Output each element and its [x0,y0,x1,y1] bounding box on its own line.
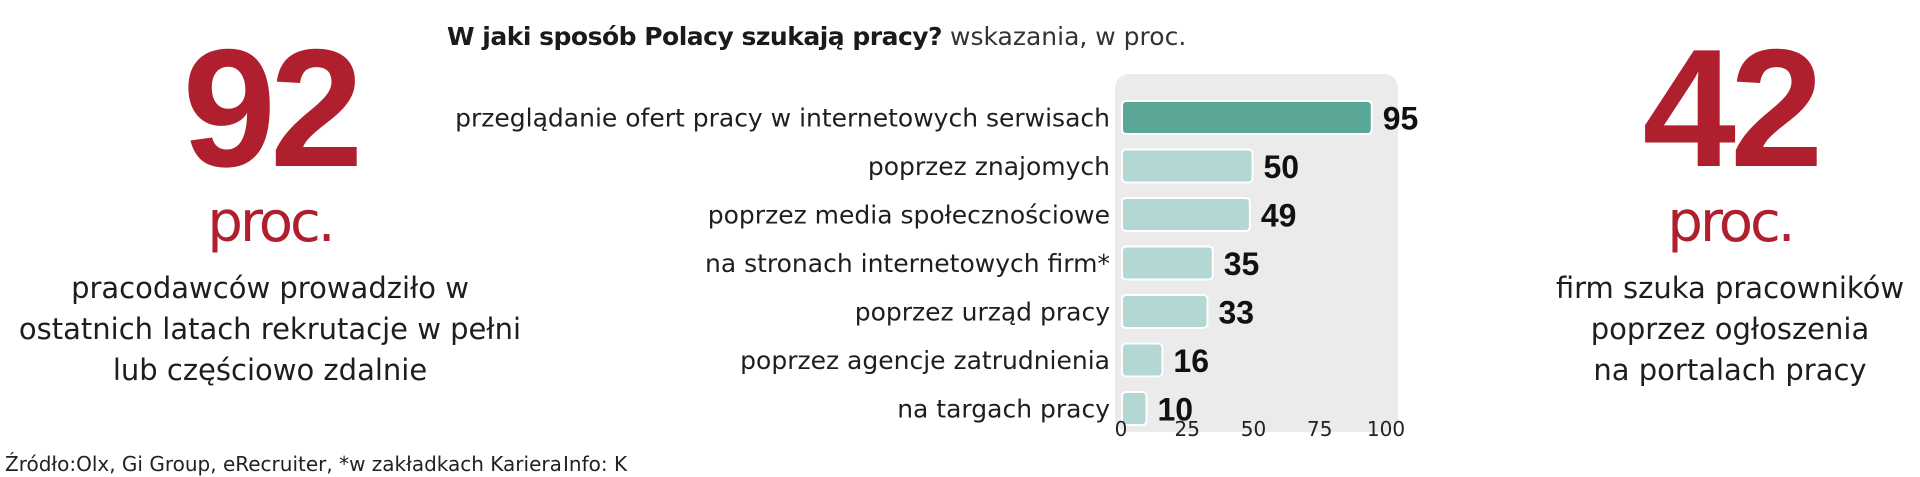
bar [1121,245,1214,281]
chart-title: W jaki sposób Polacy szukają pracy? wska… [447,22,1186,51]
bar [1121,391,1148,426]
right-stat-number: 42 [1642,14,1824,202]
bar [1121,148,1254,184]
x-tick-label: 50 [1241,417,1266,441]
data-label: 10 [1158,392,1194,428]
data-label: 33 [1218,295,1254,331]
data-label: 35 [1224,246,1260,282]
category-label: poprzez znajomych [868,152,1110,181]
bar [1121,342,1164,378]
x-tick-label: 0 [1115,417,1128,441]
footer-source: Źródło:Olx, Gi Group, eRecruiter, *w zak… [5,452,562,476]
bar [1121,197,1251,232]
category-label: poprzez media społecznościowe [708,201,1110,230]
footer-info: Info: K [563,452,628,476]
left-stat-description: pracodawców prowadziło w ostatnich latac… [0,268,540,391]
x-tick-label: 100 [1367,417,1405,441]
right-stat-desc-line: na portalach pracy [1593,353,1867,387]
data-label: 50 [1264,149,1300,185]
category-label: na targach pracy [897,395,1110,424]
chart-title-main: W jaki sposób Polacy szukają pracy? [447,22,943,51]
bar [1121,294,1209,329]
left-stat-unit: proc. [207,190,335,255]
bar [1121,100,1373,135]
right-stat-description: firm szuka pracowników poprzez ogłoszeni… [1540,268,1920,391]
category-label: poprzez urząd pracy [855,298,1110,327]
category-label: poprzez agencje zatrudnienia [740,346,1110,375]
chart-subtitle: wskazania, w proc. [950,22,1187,51]
data-label: 49 [1261,198,1297,234]
chart-plot-area: przeglądanie ofert pracy w internetowych… [455,74,1418,441]
right-stat-desc-line: firm szuka pracowników [1555,271,1905,305]
category-label: przeglądanie ofert pracy w internetowych… [455,104,1110,133]
left-stat-desc-line: lub częściowo zdalnie [112,353,428,387]
left-stat-number: 92 [182,14,364,202]
right-stat-desc-line: poprzez ogłoszenia [1590,312,1870,346]
category-label: na stronach internetowych firm* [705,249,1110,278]
right-stat-unit: proc. [1667,190,1795,255]
x-tick-label: 25 [1175,417,1200,441]
data-label: 16 [1173,343,1209,379]
x-tick-label: 75 [1307,417,1332,441]
data-label: 95 [1383,101,1419,137]
left-stat-desc-line: pracodawców prowadziło w [71,271,469,305]
left-stat-desc-line: ostatnich latach rekrutacje w pełni [18,312,522,346]
